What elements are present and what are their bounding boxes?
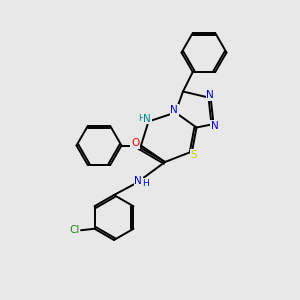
Text: S: S (190, 150, 197, 160)
Text: N: N (143, 113, 151, 124)
Text: N: N (211, 121, 218, 131)
Text: N: N (134, 176, 142, 186)
Text: O: O (131, 138, 139, 148)
Text: H: H (139, 114, 145, 123)
Text: Cl: Cl (69, 225, 80, 235)
Text: H: H (142, 178, 149, 188)
Text: N: N (206, 90, 214, 100)
Text: N: N (170, 105, 178, 115)
